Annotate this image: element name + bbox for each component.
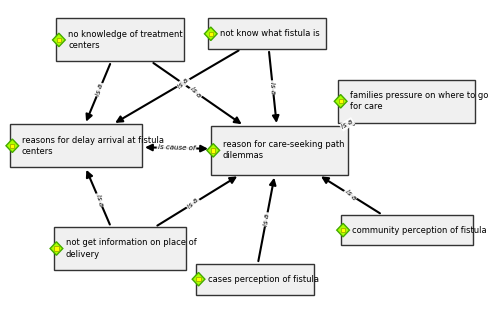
Polygon shape bbox=[341, 228, 345, 232]
Text: reason for care-seeking path
dilemmas: reason for care-seeking path dilemmas bbox=[222, 140, 344, 161]
Polygon shape bbox=[10, 144, 14, 148]
Polygon shape bbox=[54, 246, 58, 251]
FancyBboxPatch shape bbox=[340, 215, 473, 245]
Polygon shape bbox=[211, 148, 216, 152]
Text: is a: is a bbox=[340, 119, 354, 130]
Text: is a: is a bbox=[95, 193, 104, 207]
Polygon shape bbox=[50, 242, 63, 255]
Polygon shape bbox=[208, 32, 213, 36]
Text: families pressure on where to go
for care: families pressure on where to go for car… bbox=[350, 91, 488, 111]
Text: cases perception of fistula: cases perception of fistula bbox=[208, 275, 319, 284]
Polygon shape bbox=[204, 27, 217, 41]
Polygon shape bbox=[52, 33, 66, 47]
Text: not get information on place of
delivery: not get information on place of delivery bbox=[66, 239, 196, 259]
Text: is a: is a bbox=[186, 197, 200, 210]
Text: no knowledge of treatment
centers: no knowledge of treatment centers bbox=[68, 30, 183, 50]
FancyBboxPatch shape bbox=[196, 264, 314, 295]
Polygon shape bbox=[57, 38, 61, 42]
Text: community perception of fistula: community perception of fistula bbox=[352, 226, 487, 235]
FancyBboxPatch shape bbox=[338, 80, 475, 123]
Polygon shape bbox=[196, 277, 200, 281]
Text: is a: is a bbox=[190, 86, 202, 99]
Text: is a: is a bbox=[95, 83, 104, 96]
Polygon shape bbox=[338, 99, 342, 103]
Text: reasons for delay arrival at fistula
centers: reasons for delay arrival at fistula cen… bbox=[22, 136, 164, 156]
Text: not know what fistula is: not know what fistula is bbox=[220, 29, 320, 38]
Polygon shape bbox=[192, 272, 205, 286]
FancyBboxPatch shape bbox=[54, 227, 186, 270]
Text: is a: is a bbox=[270, 81, 276, 94]
Polygon shape bbox=[6, 139, 18, 152]
FancyBboxPatch shape bbox=[10, 124, 142, 167]
Polygon shape bbox=[334, 95, 347, 108]
Text: is a: is a bbox=[177, 77, 190, 89]
Text: is cause of: is cause of bbox=[158, 144, 196, 152]
Polygon shape bbox=[336, 223, 349, 237]
FancyBboxPatch shape bbox=[211, 126, 348, 175]
Polygon shape bbox=[207, 144, 220, 157]
FancyBboxPatch shape bbox=[56, 18, 184, 61]
Text: is a: is a bbox=[262, 213, 270, 226]
FancyBboxPatch shape bbox=[208, 18, 326, 49]
Text: is a: is a bbox=[344, 188, 357, 201]
